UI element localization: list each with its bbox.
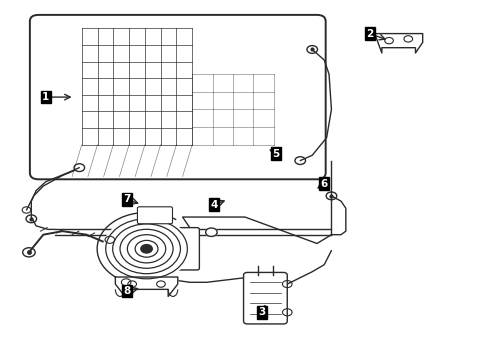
Polygon shape (115, 277, 178, 296)
Text: 2: 2 (366, 28, 373, 39)
Text: 6: 6 (320, 179, 328, 189)
Polygon shape (375, 33, 423, 53)
Text: 5: 5 (272, 149, 280, 158)
Text: 7: 7 (123, 194, 131, 204)
Circle shape (103, 217, 190, 280)
Circle shape (141, 244, 152, 253)
Circle shape (206, 228, 217, 237)
FancyBboxPatch shape (149, 228, 199, 270)
Text: 3: 3 (258, 307, 266, 317)
Text: 8: 8 (124, 286, 131, 296)
FancyBboxPatch shape (137, 207, 172, 224)
FancyBboxPatch shape (30, 15, 326, 179)
Text: 4: 4 (210, 200, 218, 210)
Text: 1: 1 (42, 92, 49, 102)
FancyBboxPatch shape (244, 273, 287, 324)
